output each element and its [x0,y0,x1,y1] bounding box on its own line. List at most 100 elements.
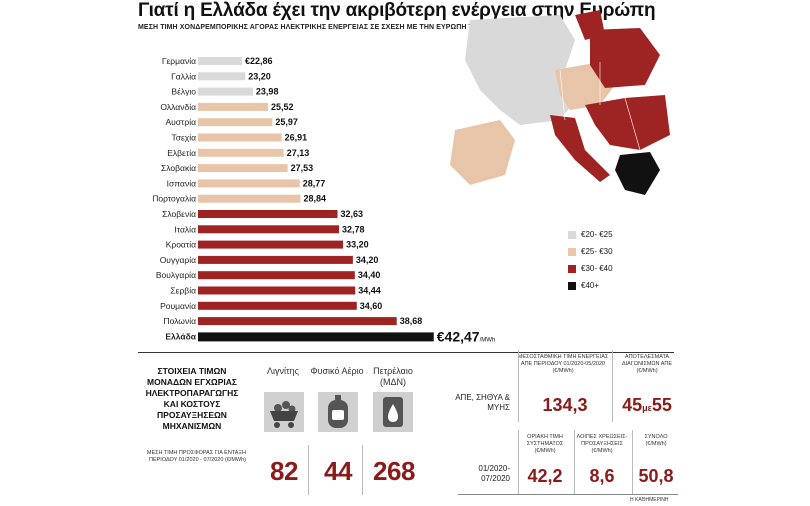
bar [198,301,357,310]
table2-row-label: 01/2020-07/2020 [478,464,510,483]
legend-label: €30- €40 [581,264,613,273]
category-label: Κροατία [166,240,196,250]
bar [198,148,284,157]
bar [198,179,300,188]
bar [198,255,353,264]
value-label: 23,98 [256,87,279,97]
value-label: 32,78 [342,224,365,234]
category-label: Γαλλία [171,71,196,81]
bar [198,286,356,295]
category-label: Σλοβενία [162,209,196,219]
bar [198,332,434,342]
table2-separator [574,430,575,494]
fuels-note: ΜΕΣΗ ΤΙΜΗ ΠΡΟΣΦΟΡΑΣ ΓΙΑ ΕΝΤΑΞΗ ΠΕΡΙΟΔΟΥ … [146,450,246,463]
legend-swatch [568,230,576,239]
coal-cart-icon [264,392,304,432]
value-label: 32,63 [341,209,364,219]
legend-label: €40+ [581,281,600,290]
legend-label: €20- €25 [581,230,613,239]
value-label: €42,47/MWh [437,328,496,344]
value-label: 34,40 [358,270,381,280]
legend-item: €20- €25 [568,226,613,243]
category-label: Ρουμανία [160,301,196,311]
bar [198,317,397,326]
category-label: Αυστρία [165,117,196,127]
value-label: 23,20 [248,71,271,81]
category-label: Ισπανία [167,178,196,188]
value-label: 27,13 [287,148,310,158]
map-balkans [585,95,670,150]
category-label: Πορτογαλία [152,194,196,204]
bottom-divider [458,494,678,495]
value-label: 34,44 [358,286,381,296]
fuels-heading: ΣΤΟΙΧΕΙΑ ΤΙΜΩΝ ΜΟΝΑΔΩΝ ΕΓΧΩΡΙΑΣ ΗΛΕΚΤΡΟΠ… [145,366,239,431]
bar [198,72,246,81]
value-label: 38,68 [400,316,423,326]
category-label: Σλοβακία [161,163,196,173]
bar [198,87,253,96]
category-label: Γερμανία [162,56,196,66]
table2-value-total: 50,8 [638,466,674,486]
map-greece [615,152,660,195]
value-label: 27,53 [291,163,314,173]
table1-separator [612,350,613,422]
table2-separator [632,430,633,494]
bar [198,133,282,142]
map-poland [590,28,660,88]
legend-swatch [568,281,576,290]
table2-col2-head: ΛΟΙΠΕΣ ΧΡΕΩΣΕΙΣ-ΠΡΟΣΑΥΞΗΣΕΙΣ (€/MWh) [576,434,628,454]
bar [198,194,301,203]
fuel-label-gas: Φυσικό Αέριο [310,366,364,376]
table1-row-label: ΑΠΕ, ΣΗΘΥΑ & ΜΥΗΣ [455,393,510,412]
fuel-label-lignite: Λιγνίτης [267,366,299,376]
unit-suffix: /MWh [480,337,496,343]
category-label: Ελβετία [167,148,196,158]
legend-swatch [568,247,576,256]
map-iberia [450,120,515,185]
value-label: 28,84 [303,194,326,204]
category-label: Ολλανδία [160,102,196,112]
fuel-separator [362,445,363,495]
map-scandinavia [575,10,605,40]
category-label: Τσεχία [171,133,196,143]
map-italy [550,115,610,182]
table1-col1-head: ΜΕΣΟΣΤΑΘΜΙΚΗ ΤΙΜΗ ΕΝΕΡΓΕΙΑΣ ΑΠΕ ΠΕΡΙΟΔΟΥ… [517,354,609,374]
category-label: Βουλγαρία [156,270,196,280]
oil-drop-icon [373,392,413,432]
table2-value-smp: 42,2 [527,466,563,486]
bar [198,240,344,249]
europe-map-icon [450,10,670,195]
section-divider [138,352,674,353]
map-west-region [465,15,580,125]
fuel-value-oil: 268 [373,456,415,486]
bar [198,225,339,234]
legend-item: €30- €40 [568,260,613,277]
table1-value-auction: 45με55 [622,395,672,415]
bar [198,164,288,173]
table1-separator [518,350,519,422]
value-label: 28,77 [303,178,326,188]
fuel-label-oil: Πετρέλαιο (ΜΔΝ) [373,366,413,387]
legend-swatch [568,264,576,273]
bar [198,271,355,280]
value-label: 26,91 [285,133,308,143]
table2-separator [518,430,519,494]
fuel-separator [308,445,309,495]
fuel-value-gas: 44 [324,456,352,486]
page-subtitle: ΜΕΣΗ ΤΙΜΗ ΧΟΝΔΡΕΜΠΟΡΙΚΗΣ ΑΓΟΡΑΣ ΗΛΕΚΤΡΙΚ… [138,24,560,31]
value-label: 25,97 [275,117,298,127]
bar [198,57,242,65]
category-label: Βέλγιο [171,87,196,97]
value-label: 25,52 [271,102,294,112]
fuel-value-lignite: 82 [270,456,298,486]
publisher-credit: Η ΚΑΘΗΜΕΡΙΝΗ [630,497,669,503]
legend-item: €25- €30 [568,243,613,260]
table2-col3-head: ΣΥΝΟΛΟ (€/MWh) [644,434,668,447]
page-title: Γιατί η Ελλάδα έχει την ακριβότερη ενέργ… [138,0,656,21]
table2-value-charges: 8,6 [589,466,615,486]
category-label: Πολωνία [163,316,196,326]
category-label: Ουγγαρία [160,255,196,265]
value-label: 34,60 [360,301,383,311]
legend-item: €40+ [568,277,613,294]
